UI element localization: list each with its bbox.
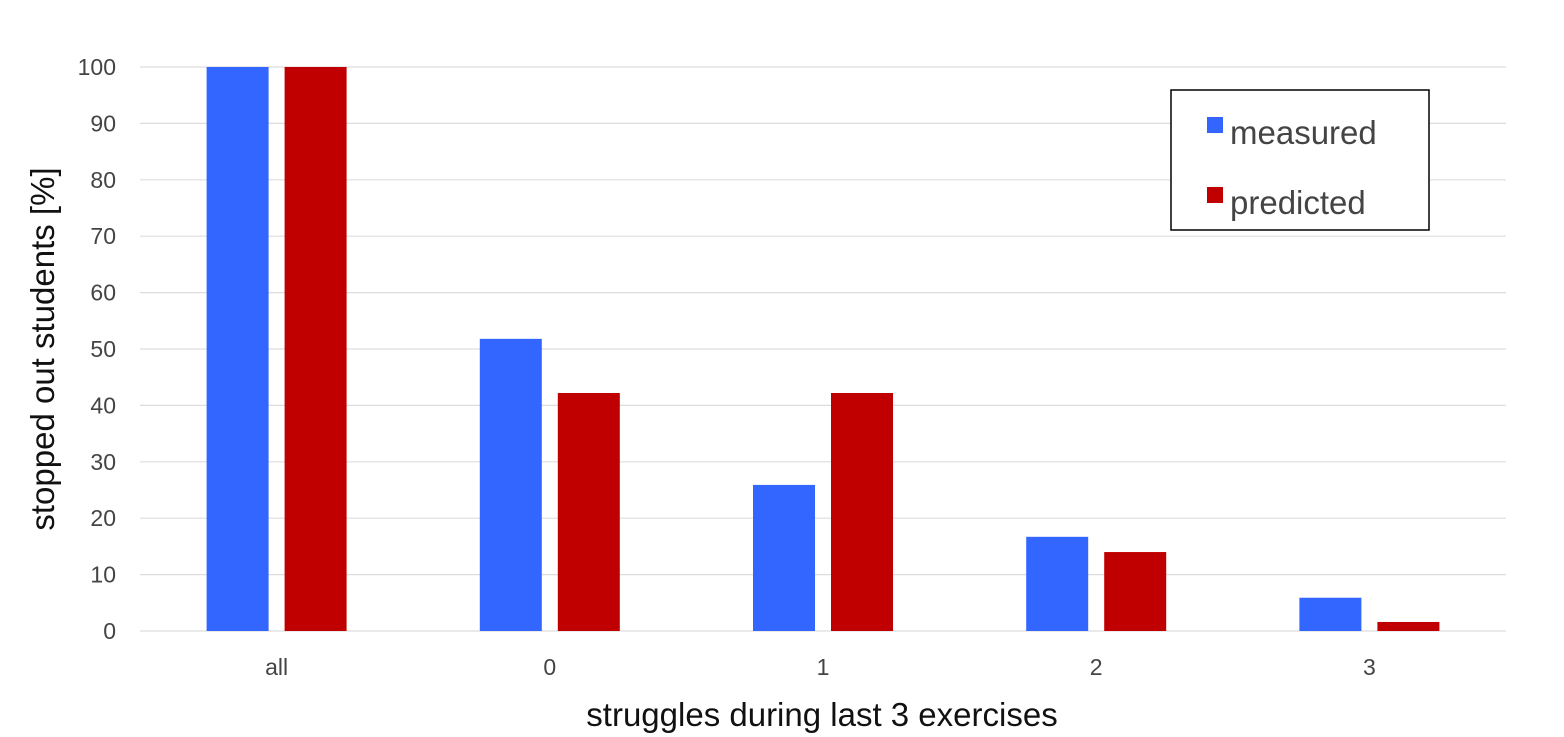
x-tick-label: 0	[543, 654, 556, 680]
bar-measured-3	[1299, 597, 1362, 631]
bar-measured-0	[479, 338, 542, 631]
legend-label-measured: measured	[1230, 114, 1377, 151]
legend-label-predicted: predicted	[1230, 184, 1366, 221]
x-tick-label: 3	[1363, 654, 1376, 680]
bar-measured-1	[753, 484, 815, 631]
y-tick-label: 40	[90, 392, 116, 418]
bar-predicted-3	[1377, 621, 1440, 631]
y-tick-label: 90	[90, 110, 116, 136]
x-axis-title: struggles during last 3 exercises	[586, 696, 1057, 733]
bar-predicted-2	[1104, 552, 1167, 631]
y-tick-label: 0	[103, 618, 116, 644]
bar-predicted-0	[557, 392, 620, 631]
bars	[206, 67, 1440, 631]
legend-swatch-measured	[1207, 117, 1223, 133]
x-tick-label: all	[265, 654, 288, 680]
y-tick-label: 80	[90, 167, 116, 193]
legend-swatch-predicted	[1207, 187, 1223, 203]
bar-predicted-all	[284, 67, 347, 631]
x-tick-label: 2	[1090, 654, 1103, 680]
bar-predicted-1	[831, 392, 893, 631]
legend: measured predicted	[1170, 89, 1430, 231]
y-axis-ticks: 0 10 20 30 40 50 60 70 80 90 100	[78, 54, 116, 644]
legend-box	[1170, 89, 1430, 231]
y-axis-title: stopped out students [%]	[24, 167, 61, 530]
y-tick-label: 60	[90, 280, 116, 306]
y-tick-label: 20	[90, 505, 116, 531]
y-tick-label: 50	[90, 336, 116, 362]
x-axis-ticks: all 0 1 2 3	[265, 654, 1376, 680]
x-tick-label: 1	[817, 654, 830, 680]
bar-measured-2	[1026, 536, 1089, 631]
y-tick-label: 100	[78, 54, 116, 80]
y-tick-label: 10	[90, 562, 116, 588]
bar-measured-all	[206, 67, 269, 631]
y-tick-label: 30	[90, 449, 116, 475]
y-tick-label: 70	[90, 223, 116, 249]
